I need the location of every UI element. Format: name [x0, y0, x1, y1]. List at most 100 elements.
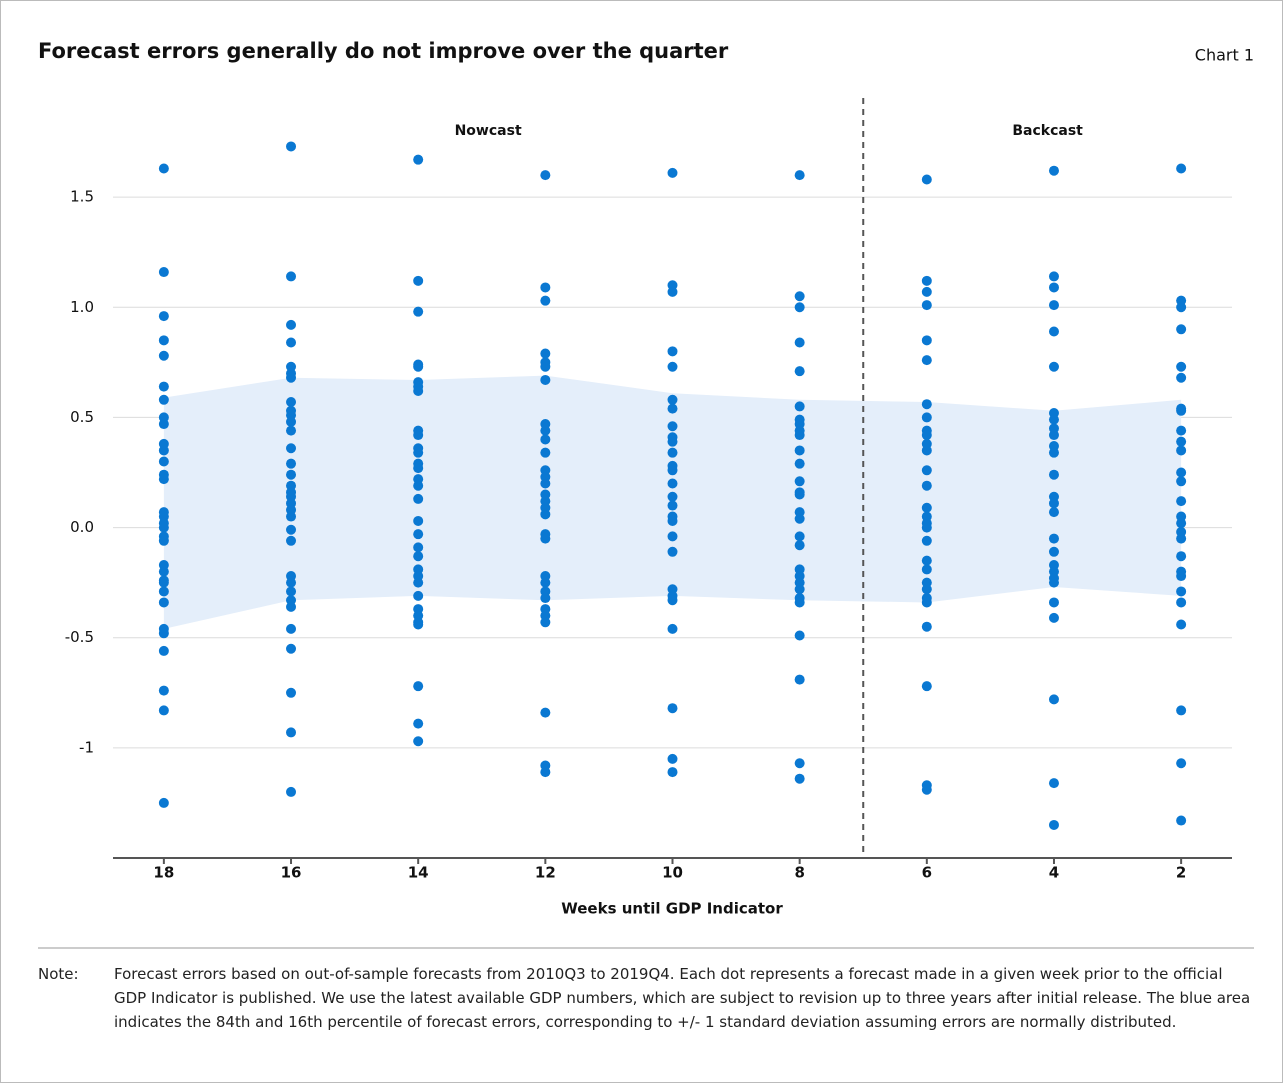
x-tick-label: 16	[281, 864, 302, 882]
dot	[794, 170, 805, 181]
dot	[1048, 165, 1059, 176]
dot	[1048, 469, 1059, 480]
dot	[413, 306, 424, 317]
dot	[1048, 533, 1059, 544]
dot	[921, 399, 932, 410]
dot	[540, 767, 551, 778]
y-tick-label: 0.0	[70, 518, 94, 536]
dot	[921, 275, 932, 286]
x-tick-label: 6	[922, 864, 932, 882]
dot	[921, 502, 932, 513]
dot	[413, 385, 424, 396]
dot	[286, 535, 297, 546]
dot	[540, 374, 551, 385]
dot	[921, 412, 932, 423]
dot	[794, 584, 805, 595]
dot	[667, 767, 678, 778]
dot	[921, 681, 932, 692]
dot	[1048, 447, 1059, 458]
dot	[1176, 551, 1187, 562]
region-label: Nowcast	[455, 123, 522, 139]
dot	[921, 355, 932, 366]
dot	[667, 403, 678, 414]
dot	[1176, 445, 1187, 456]
dot	[286, 623, 297, 634]
dot	[921, 621, 932, 632]
dot	[540, 617, 551, 628]
dot	[1176, 705, 1187, 716]
dot	[158, 474, 169, 485]
dot	[921, 465, 932, 476]
dot	[540, 361, 551, 372]
dot	[794, 401, 805, 412]
y-tick-label: -0.5	[65, 628, 94, 646]
dot	[158, 350, 169, 361]
dot	[1048, 612, 1059, 623]
dot	[413, 275, 424, 286]
dot	[158, 797, 169, 808]
x-tick-label: 12	[535, 864, 556, 882]
dot	[286, 687, 297, 698]
x-tick-label: 14	[408, 864, 429, 882]
dot	[540, 577, 551, 588]
dot	[667, 546, 678, 557]
dot	[794, 531, 805, 542]
dot	[921, 597, 932, 608]
dot	[158, 586, 169, 597]
dot	[667, 753, 678, 764]
dot	[794, 540, 805, 551]
dot	[413, 480, 424, 491]
dot	[794, 458, 805, 469]
dot	[286, 511, 297, 522]
dot	[286, 524, 297, 535]
dot	[667, 623, 678, 634]
dot	[540, 509, 551, 520]
dot	[667, 478, 678, 489]
dot	[540, 707, 551, 718]
dot	[540, 593, 551, 604]
dot	[413, 430, 424, 441]
dot	[1176, 361, 1187, 372]
dot	[286, 727, 297, 738]
dot	[1176, 586, 1187, 597]
dot	[413, 551, 424, 562]
dot	[158, 535, 169, 546]
dot	[413, 463, 424, 474]
y-tick-label: -1	[79, 738, 94, 756]
x-tick-label: 10	[662, 864, 683, 882]
dot	[158, 445, 169, 456]
dot	[413, 361, 424, 372]
x-tick-label: 4	[1049, 864, 1059, 882]
chart-title: Forecast errors generally do not improve…	[38, 39, 729, 63]
dot	[921, 584, 932, 595]
dot	[286, 786, 297, 797]
dot	[158, 456, 169, 467]
x-axis-title: Weeks until GDP Indicator	[561, 900, 783, 918]
dot	[540, 425, 551, 436]
dot	[540, 447, 551, 458]
dot	[667, 286, 678, 297]
dot	[921, 335, 932, 346]
dot	[286, 577, 297, 588]
note-text: Forecast errors based on out-of-sample f…	[114, 965, 1251, 1031]
dot	[158, 335, 169, 346]
dot	[1048, 819, 1059, 830]
dot	[1176, 467, 1187, 478]
dot	[158, 628, 169, 639]
dot	[667, 500, 678, 511]
y-tick-label: 1.5	[70, 188, 94, 206]
dot	[286, 443, 297, 454]
dot	[158, 522, 169, 533]
dot	[413, 577, 424, 588]
dot	[921, 555, 932, 566]
dot	[540, 170, 551, 181]
dot	[1048, 694, 1059, 705]
dot	[1048, 498, 1059, 509]
dot	[794, 366, 805, 377]
dot	[667, 595, 678, 606]
dot	[1176, 163, 1187, 174]
dot	[286, 425, 297, 436]
dot	[667, 167, 678, 178]
dot	[158, 597, 169, 608]
